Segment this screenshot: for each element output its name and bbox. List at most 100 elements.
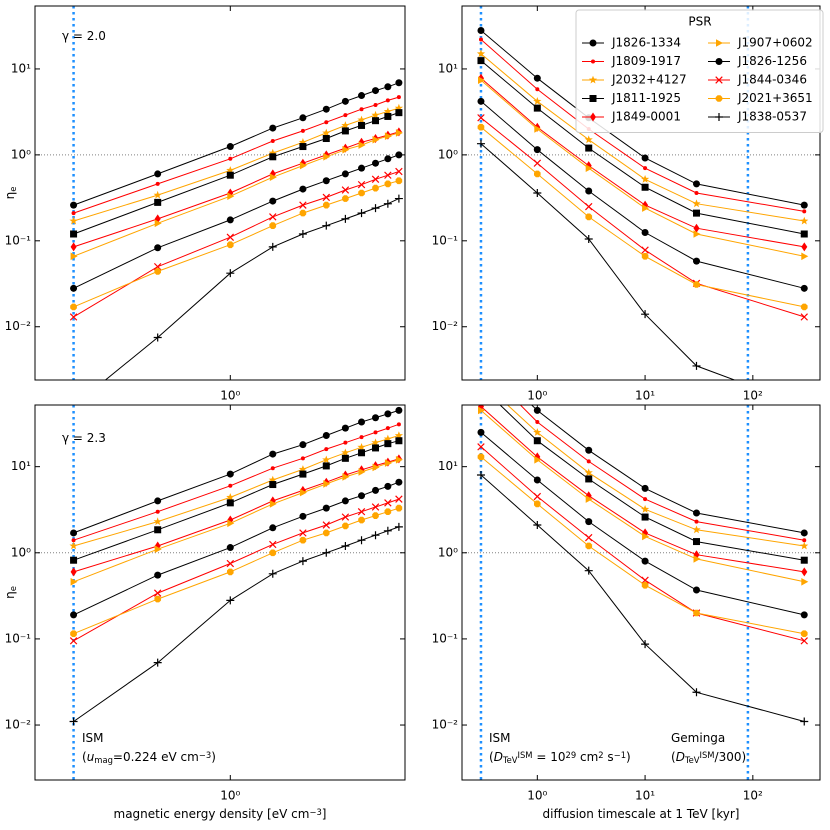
marker <box>358 92 366 100</box>
marker <box>395 504 403 512</box>
series-line <box>480 143 736 380</box>
marker <box>341 541 350 550</box>
marker <box>801 567 808 577</box>
marker <box>269 549 277 557</box>
marker <box>801 578 809 586</box>
marker <box>478 406 485 415</box>
marker <box>268 148 277 157</box>
legend-box <box>575 9 824 133</box>
marker <box>589 39 597 47</box>
marker <box>534 500 541 508</box>
marker <box>299 529 307 537</box>
marker <box>477 114 485 122</box>
marker <box>359 435 364 440</box>
marker <box>154 571 162 579</box>
annotation: ISM <box>489 731 511 745</box>
marker <box>154 497 162 505</box>
marker <box>534 170 541 178</box>
marker <box>358 189 365 197</box>
marker <box>584 566 593 575</box>
marker <box>70 303 77 311</box>
marker <box>384 83 392 91</box>
x-tick-label: 10² <box>743 389 763 403</box>
marker <box>384 180 392 188</box>
marker <box>153 333 162 342</box>
marker <box>394 431 403 439</box>
marker <box>269 124 277 132</box>
marker <box>395 478 403 486</box>
marker <box>358 449 366 457</box>
marker <box>692 538 700 546</box>
series-line <box>73 423 400 541</box>
marker <box>395 129 403 137</box>
marker <box>269 153 277 161</box>
series-line <box>480 60 805 235</box>
marker <box>71 211 76 216</box>
marker <box>641 640 650 649</box>
marker <box>383 199 392 208</box>
marker <box>533 492 542 501</box>
marker <box>322 462 330 470</box>
series-line <box>480 406 805 573</box>
series-line <box>480 39 805 212</box>
marker <box>269 197 277 205</box>
series-line <box>73 440 400 561</box>
series-line <box>73 409 400 534</box>
marker <box>299 143 307 151</box>
marker <box>299 161 307 170</box>
y-tick-label: 10¹ <box>438 459 458 473</box>
marker <box>323 153 331 161</box>
marker <box>395 406 403 414</box>
series-line <box>499 405 805 561</box>
marker <box>478 37 483 42</box>
marker <box>155 181 160 186</box>
marker <box>585 187 593 195</box>
y-tick-label: 10⁻² <box>5 319 32 333</box>
marker <box>299 470 307 478</box>
marker <box>692 180 700 188</box>
marker <box>800 313 808 321</box>
y-tick-label: 10⁻¹ <box>5 233 32 247</box>
text-part: 2 <box>598 750 603 760</box>
y-tick-label: 10⁻¹ <box>432 233 459 247</box>
marker <box>342 145 350 154</box>
marker <box>372 512 379 519</box>
marker <box>153 190 162 199</box>
marker <box>322 105 330 113</box>
marker <box>585 144 593 152</box>
marker <box>384 440 392 448</box>
marker <box>533 428 542 436</box>
marker <box>154 219 162 228</box>
marker <box>373 103 378 108</box>
marker <box>358 418 366 426</box>
marker <box>227 192 235 200</box>
marker <box>341 454 349 462</box>
marker <box>584 135 593 144</box>
marker <box>227 568 234 576</box>
marker <box>693 281 700 288</box>
marker <box>154 545 162 553</box>
x-axis-label: diffusion timescale at 1 TeV [kyr] <box>543 807 740 821</box>
marker <box>299 185 307 193</box>
marker <box>533 521 542 530</box>
x-axis-label: magnetic energy density [eV cm−3] <box>114 807 327 821</box>
marker <box>226 143 234 151</box>
marker <box>585 213 593 221</box>
text-part: =0.224 eV cm <box>113 750 199 764</box>
marker <box>394 103 403 112</box>
text-part: ) <box>626 750 631 764</box>
series-line <box>73 107 400 222</box>
marker <box>154 268 161 275</box>
marker <box>384 171 392 179</box>
marker <box>800 637 808 645</box>
text-part: u <box>87 750 95 764</box>
marker <box>585 446 593 454</box>
series-line <box>480 79 805 257</box>
series-line <box>73 131 400 248</box>
marker <box>341 127 349 135</box>
marker <box>70 284 78 292</box>
marker <box>228 156 233 161</box>
marker <box>342 522 349 530</box>
series-line <box>73 481 400 616</box>
marker <box>693 555 701 563</box>
